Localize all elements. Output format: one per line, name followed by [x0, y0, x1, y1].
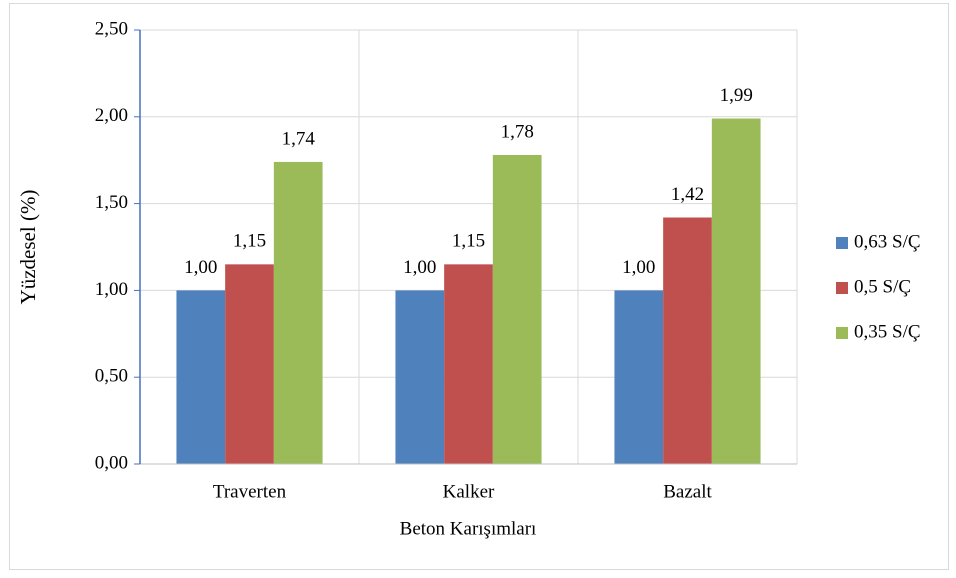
data-label: 1,00: [622, 257, 655, 278]
bar: [176, 290, 226, 464]
y-tick-label: 0,50: [95, 366, 128, 387]
y-tick-label: 2,50: [95, 18, 128, 39]
legend-swatch: [836, 237, 848, 249]
bar: [273, 161, 323, 464]
data-label: 1,15: [452, 231, 485, 252]
data-label: 1,00: [403, 257, 436, 278]
x-axis-title: Beton Karışımları: [400, 518, 537, 539]
data-label: 1,78: [501, 121, 534, 142]
data-label: 1,00: [184, 257, 217, 278]
x-tick-label: Bazalt: [663, 481, 712, 502]
legend-swatch: [836, 327, 848, 339]
legend-label: 0,63 S/Ç: [854, 231, 921, 252]
y-tick-label: 0,00: [95, 452, 128, 473]
data-label: 1,15: [233, 231, 266, 252]
data-label: 1,99: [720, 85, 753, 106]
y-axis-title: Yüzdesel (%): [16, 190, 40, 305]
legend-label: 0,5 S/Ç: [854, 276, 911, 297]
legend-swatch: [836, 282, 848, 294]
y-tick-label: 2,00: [95, 105, 128, 126]
legend-label: 0,35 S/Ç: [854, 321, 921, 342]
x-tick-label: Kalker: [443, 481, 495, 502]
bar: [395, 290, 445, 464]
bar: [492, 154, 542, 464]
y-tick-label: 1,00: [95, 279, 128, 300]
bar: [614, 290, 664, 464]
bar: [711, 118, 761, 464]
bar: [225, 264, 274, 464]
y-tick-label: 1,50: [95, 192, 128, 213]
bar: [444, 264, 493, 464]
data-label: 1,74: [282, 128, 316, 149]
x-tick-label: Traverten: [213, 481, 287, 502]
bar: [663, 217, 712, 464]
data-label: 1,42: [671, 184, 704, 205]
